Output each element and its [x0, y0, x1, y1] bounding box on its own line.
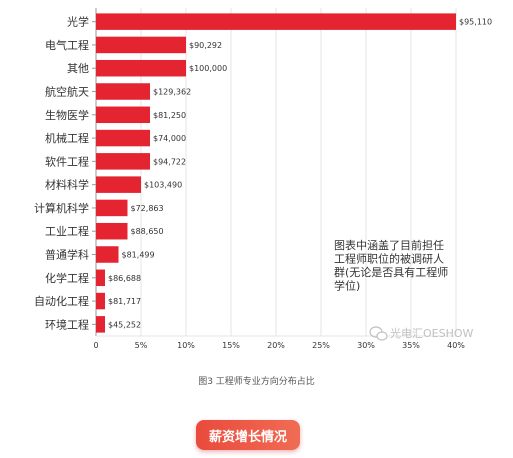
value-label: $90,292: [189, 41, 222, 50]
x-tick-label: 0: [93, 341, 98, 350]
bar: [96, 83, 150, 100]
bar: [96, 199, 128, 217]
value-label: $88,650: [131, 227, 164, 236]
category-label: 软件工程: [45, 154, 89, 168]
category-label: 环境工程: [45, 317, 89, 331]
value-label: $72,863: [131, 204, 164, 213]
salary-growth-button[interactable]: 薪资增长情况: [196, 420, 300, 450]
value-label: $103,490: [144, 181, 182, 190]
grid-lines: [140, 8, 457, 336]
bar: [96, 106, 150, 124]
bar: [96, 269, 105, 287]
value-label: $74,000: [153, 134, 186, 143]
note-line: 图表中涵盖了目前担任: [334, 238, 444, 252]
value-label: $81,250: [153, 111, 186, 120]
note-line: 学位): [334, 279, 360, 293]
x-tick-label: 5%: [135, 341, 148, 350]
value-label: $45,252: [108, 320, 141, 329]
bar: [96, 176, 141, 193]
category-label: 普通学科: [45, 248, 89, 262]
bar: [96, 13, 456, 30]
note-line: 群(无论是否具有工程师: [334, 265, 448, 279]
bar: [96, 292, 105, 310]
bar: [96, 222, 128, 240]
bar: [96, 246, 119, 263]
x-tick-label: 25%: [312, 341, 330, 350]
value-label: $100,000: [189, 64, 227, 73]
bar: [96, 316, 105, 333]
bars: [96, 13, 456, 333]
value-label: $129,362: [153, 88, 191, 97]
watermark-text: 光电汇OESHOW: [390, 326, 474, 340]
note-line: 工程师职位的被调研人: [334, 252, 444, 266]
value-labels: $95,110 $90,292 $100,000 $129,362 $81,250 $74…: [108, 18, 492, 330]
category-label: 工业工程: [45, 225, 89, 238]
bar: [96, 153, 150, 170]
wechat-icon: [369, 326, 388, 341]
bar: [96, 36, 186, 54]
category-label: 化学工程: [45, 271, 89, 285]
chart: 光学电气工程其他航空航天生物医学机械工程软件工程材料科学计算机科学工业工程普通学…: [34, 8, 492, 350]
category-labels: 光学电气工程其他航空航天生物医学机械工程软件工程材料科学计算机科学工业工程普通学…: [34, 15, 89, 332]
category-label: 其他: [67, 62, 89, 75]
category-label: 电气工程: [45, 38, 89, 52]
category-label: 航空航天: [45, 85, 89, 99]
value-label: $81,717: [108, 297, 141, 306]
category-label: 光学: [67, 15, 89, 29]
x-tick-label: 35%: [402, 341, 420, 350]
watermark: 光电汇OESHOW: [369, 326, 474, 341]
axes: [92, 8, 456, 337]
value-label: $95,110: [459, 18, 492, 27]
category-label: 自动化工程: [34, 294, 89, 308]
category-label: 生物医学: [45, 108, 89, 122]
x-tick-label: 40%: [447, 341, 465, 350]
x-tick-labels: 0 5% 10% 15% 20% 25% 30% 35% 40%: [93, 341, 465, 350]
value-label: $86,688: [108, 274, 141, 283]
category-label: 机械工程: [45, 131, 89, 145]
value-label: $94,722: [153, 157, 186, 166]
figure-caption: 图3 工程师专业方向分布占比: [198, 377, 315, 387]
x-tick-label: 15%: [222, 341, 240, 350]
bar: [96, 129, 150, 147]
x-tick-label: 10%: [177, 341, 195, 350]
x-tick-label: 20%: [267, 341, 285, 350]
category-label: 材料科学: [45, 178, 89, 192]
x-tick-label: 30%: [357, 341, 375, 350]
value-label: $81,499: [122, 251, 155, 260]
category-label: 计算机科学: [34, 201, 89, 215]
bar: [96, 59, 186, 77]
